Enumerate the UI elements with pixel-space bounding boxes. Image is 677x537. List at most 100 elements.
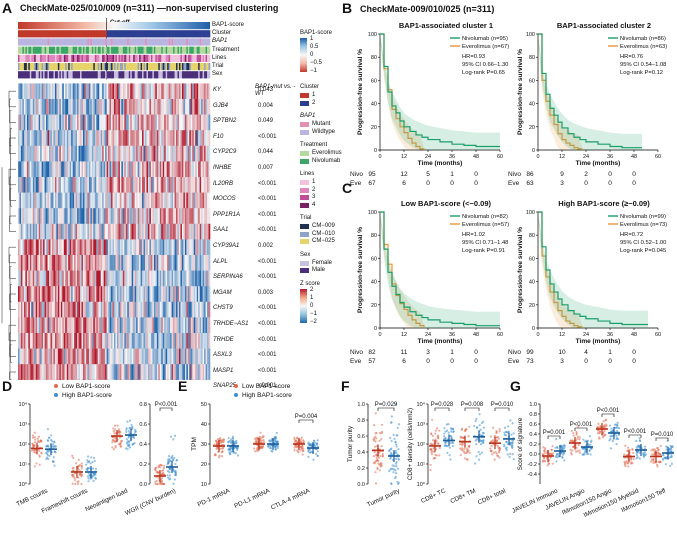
heat-cell	[28, 270, 31, 287]
heat-cell	[139, 208, 141, 225]
heat-cell	[165, 177, 168, 193]
heat-cell	[22, 255, 25, 271]
heat-cell	[142, 348, 144, 365]
track-cell	[168, 63, 171, 71]
track-cell	[159, 63, 162, 71]
heat-cell	[114, 161, 116, 178]
heat-cell	[74, 348, 76, 365]
track-cell	[77, 30, 79, 38]
track-cell	[167, 54, 169, 62]
heat-cell	[62, 83, 65, 100]
heat-cell	[122, 255, 125, 271]
heat-cell	[130, 255, 133, 271]
track-cell	[205, 71, 208, 79]
track-cell	[150, 38, 153, 46]
track-cell	[193, 30, 196, 38]
track-cell	[18, 63, 20, 71]
track-cell	[170, 38, 172, 46]
heat-cell	[69, 317, 72, 334]
heat-cell	[85, 286, 88, 303]
heat-cell	[66, 364, 69, 380]
heat-cell	[103, 208, 106, 225]
heat-cell	[187, 99, 190, 115]
data-point	[395, 402, 398, 406]
data-point	[374, 482, 378, 485]
km-ylabel: Progression-free survival %	[357, 227, 364, 313]
track-cell	[167, 71, 169, 79]
data-point	[302, 449, 305, 453]
dot-y-tick-label: 40	[201, 422, 207, 428]
heat-cell	[150, 348, 153, 365]
track-cell	[37, 30, 39, 38]
track-cell	[143, 63, 146, 71]
legend-item: CM−009	[312, 223, 335, 229]
track-cell	[68, 54, 70, 62]
data-point	[431, 434, 434, 437]
heat-cell	[155, 301, 158, 318]
heat-cell	[189, 192, 192, 209]
heat-cell	[187, 270, 190, 287]
data-point	[113, 432, 116, 435]
heat-cell	[155, 145, 158, 162]
heat-cell	[57, 270, 60, 287]
heat-cell	[167, 301, 169, 318]
track-cell	[102, 63, 104, 71]
track-cell	[193, 63, 196, 71]
track-cell	[47, 30, 50, 38]
heat-cell	[201, 255, 203, 271]
heat-cell	[93, 177, 96, 193]
data-point	[494, 451, 497, 454]
track-cell	[134, 30, 137, 38]
data-point	[120, 440, 123, 443]
heat-cell	[35, 301, 38, 318]
heat-cell	[204, 364, 206, 380]
heat-cell	[164, 255, 166, 271]
heat-cell	[34, 333, 37, 349]
heat-cell	[69, 239, 72, 256]
heat-cell	[164, 270, 166, 287]
heat-cell	[68, 348, 70, 365]
heat-cell	[134, 130, 137, 147]
heat-cell	[100, 145, 103, 162]
heat-cell	[31, 177, 34, 193]
heat-row	[18, 130, 211, 147]
heat-cell	[68, 177, 70, 193]
heat-cell	[37, 364, 39, 380]
heat-cell	[124, 270, 127, 287]
track-cell	[43, 63, 45, 71]
heat-cell	[88, 177, 91, 193]
track-cell	[116, 63, 119, 71]
gene-pvalue: <0.001	[258, 383, 277, 390]
heat-cell	[149, 333, 152, 349]
heat-cell	[46, 192, 48, 209]
heat-cell	[178, 348, 181, 365]
heat-cell	[49, 145, 51, 162]
heat-cell	[100, 192, 103, 209]
heat-cell	[84, 270, 87, 287]
heat-cell	[139, 223, 141, 240]
heat-cell	[62, 239, 65, 256]
data-point	[391, 464, 394, 467]
heat-cell	[196, 364, 199, 380]
heat-cell	[90, 286, 93, 303]
heat-cell	[202, 317, 205, 334]
heat-cell	[143, 223, 146, 240]
heat-cell	[59, 333, 62, 349]
track-cell	[97, 46, 100, 54]
risk-count: 6	[402, 358, 406, 365]
heat-cell	[74, 270, 76, 287]
risk-count: 73	[526, 358, 534, 365]
track-cell	[118, 38, 121, 46]
heat-cell	[19, 130, 22, 147]
heat-cell	[142, 239, 144, 256]
heat-cell	[143, 255, 146, 271]
heat-cell	[32, 255, 35, 271]
heat-cell	[167, 364, 169, 380]
data-point	[451, 427, 455, 430]
heat-cell	[20, 83, 23, 100]
data-point	[397, 457, 400, 461]
heat-cell	[143, 83, 146, 100]
heat-cell	[40, 145, 42, 162]
heat-cell	[32, 83, 35, 100]
heat-cell	[44, 255, 47, 271]
